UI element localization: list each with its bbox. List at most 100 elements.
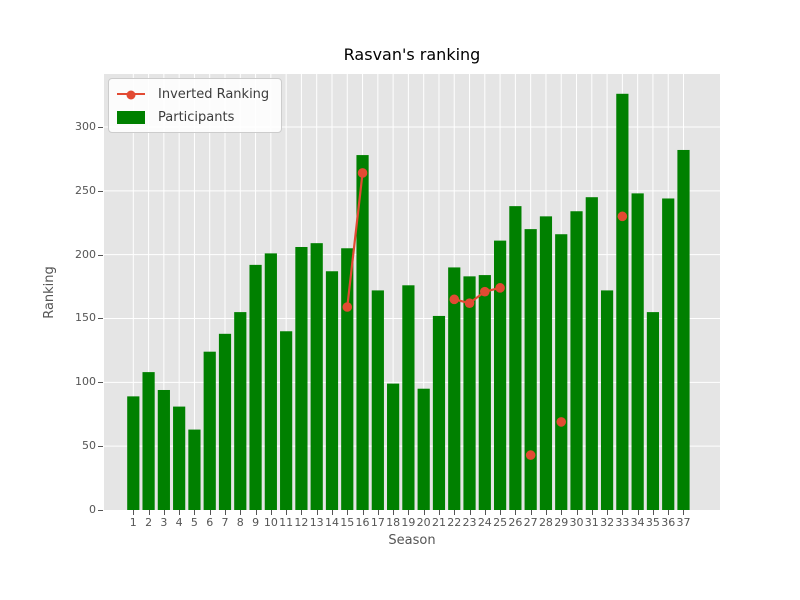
x-tick-label: 37 [676,516,691,529]
x-tick-label: 7 [221,516,229,529]
x-tick-mark [240,510,242,515]
bar-season-32 [600,290,614,510]
legend-item-inverted-ranking: Inverted Ranking [117,84,269,104]
x-tick-mark [255,510,257,515]
bar-season-16 [356,155,369,510]
x-tick-label: 30 [569,516,584,529]
x-tick-label: 27 [523,516,538,529]
bar-season-6 [203,351,216,510]
x-tick-mark [652,510,654,515]
y-tick-label: 150 [75,311,96,325]
x-tick-mark [576,510,578,515]
x-tick-label: 5 [190,516,198,529]
inverted-ranking-point-season-23 [464,298,475,308]
inverted-ranking-point-season-33 [617,211,628,222]
bar-season-2 [142,372,155,510]
bar-season-9 [249,264,262,510]
legend-item-participants: Participants [117,107,269,127]
x-tick-label: 31 [584,516,599,529]
bar-season-20 [417,388,430,510]
legend-patch-sample [117,110,145,124]
bar-season-12 [295,246,308,510]
x-tick-label: 35 [645,516,660,529]
bar-season-5 [188,429,201,510]
legend-label: Participants [158,109,235,125]
bar-season-21 [432,315,446,510]
x-tick-mark [301,510,303,515]
x-tick-label: 36 [661,516,676,529]
bar-season-7 [218,333,232,510]
y-tick-mark [98,446,103,448]
bar-season-28 [539,216,553,510]
bar-season-35 [646,312,660,510]
bar-season-24 [478,275,491,510]
y-tick-mark [98,254,103,256]
x-tick-mark [438,510,440,515]
x-tick-label: 6 [206,516,214,529]
x-tick-label: 25 [493,516,508,529]
inverted-ranking-line [346,171,364,309]
x-tick-mark [133,510,135,515]
inverted-ranking-point-season-22 [449,294,460,305]
x-tick-mark [224,510,226,515]
x-tick-label: 19 [401,516,416,529]
y-tick-mark [98,318,103,320]
chart-title: Rasvan's ranking [343,45,481,64]
x-tick-label: 16 [355,516,370,529]
x-tick-label: 4 [175,516,183,529]
x-tick-label: 8 [236,516,244,529]
x-tick-mark [163,510,165,515]
x-tick-label: 3 [160,516,168,529]
bar-season-17 [371,290,384,510]
inverted-ranking-point-season-16 [357,168,368,178]
x-tick-mark [607,510,609,515]
bar-season-23 [463,276,476,510]
y-tick-label: 50 [82,439,96,453]
x-tick-label: 15 [340,516,355,529]
bar-season-25 [493,240,507,510]
x-tick-label: 2 [145,516,153,529]
bar-season-1 [127,396,140,510]
y-tick-mark [98,190,103,192]
bar-season-14 [325,271,339,510]
x-tick-label: 20 [416,516,431,529]
y-tick-label: 250 [75,183,96,197]
x-tick-mark [316,510,318,515]
bar-season-8 [234,312,247,510]
legend-line-marker-sample [117,90,145,100]
plot-area: Inverted Ranking Participants [104,74,720,510]
bar-season-26 [509,206,522,510]
x-axis-label: Season [388,533,436,548]
x-tick-label: 17 [370,516,385,529]
x-tick-label: 10 [263,516,278,529]
chart-canvas [104,74,720,510]
bar-season-18 [387,383,400,510]
x-tick-label: 13 [309,516,324,529]
x-tick-mark [347,510,349,515]
x-tick-label: 34 [630,516,645,529]
x-tick-mark [362,510,364,515]
x-tick-label: 21 [431,516,446,529]
y-tick-label: 300 [75,119,96,133]
inverted-ranking-point-season-27 [525,450,536,460]
x-tick-label: 28 [538,516,553,529]
bar-season-31 [585,197,598,510]
x-tick-label: 11 [279,516,294,529]
x-tick-label: 14 [324,516,339,529]
x-tick-mark [637,510,639,515]
x-tick-label: 18 [386,516,401,529]
bar-season-11 [280,331,293,510]
bar-season-33 [616,93,629,510]
bar-season-34 [631,193,644,510]
bar-season-29 [555,234,568,510]
y-tick-label: 100 [75,375,96,389]
x-tick-mark [469,510,471,515]
circle-marker-icon [126,90,136,100]
x-tick-mark [286,510,288,515]
y-tick-label: 0 [89,503,96,516]
bar-season-3 [157,389,170,510]
x-tick-label: 32 [600,516,615,529]
x-tick-mark [393,510,395,515]
x-tick-mark [454,510,456,515]
